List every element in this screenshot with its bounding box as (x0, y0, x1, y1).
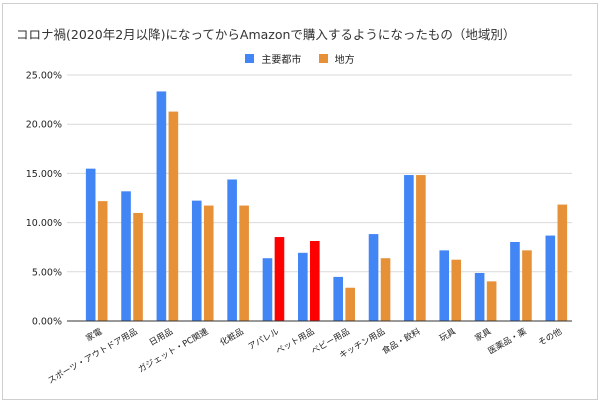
legend-item-major-cities: 主要都市 (245, 51, 301, 66)
bar-major-cities (545, 235, 556, 322)
bar-regional (310, 240, 320, 322)
y-tick-label: 5.00% (32, 267, 62, 278)
bar-major-cities (510, 241, 520, 322)
x-tick-label: 食品・飲料 (380, 326, 423, 357)
bar-regional (274, 237, 285, 322)
legend-item-regional: 地方 (318, 51, 355, 66)
legend-label: 主要都市 (261, 55, 302, 66)
x-tick-label: 日用品 (148, 327, 175, 348)
bar-regional (380, 258, 391, 322)
x-tick-label: 家電 (84, 326, 105, 344)
y-tick-label: 0.00% (32, 317, 62, 328)
x-tick-label: 家具 (473, 326, 494, 344)
x-tick-label: ペット用品 (275, 327, 317, 357)
bar-regional (345, 287, 355, 322)
x-tick-label: 医薬品・薬 (486, 326, 529, 357)
bar-major-cities (156, 91, 167, 322)
y-tick-label: 25.00% (26, 71, 62, 82)
bar-regional (239, 205, 249, 322)
bar-regional (97, 201, 108, 322)
x-tick-label: 玩具 (438, 327, 458, 344)
y-tick-label: 15.00% (26, 169, 62, 180)
y-tick-label: 10.00% (26, 218, 62, 229)
bar-major-cities (191, 200, 202, 322)
legend-swatch (245, 54, 255, 63)
bar-major-cities (439, 250, 450, 322)
legend-label: 地方 (334, 55, 355, 66)
bar-regional (203, 205, 214, 322)
bar-major-cities (333, 276, 343, 322)
bar-major-cities (121, 191, 131, 322)
bar-regional (133, 212, 143, 322)
bar-major-cities (262, 258, 273, 322)
bar-major-cities (368, 234, 379, 322)
bar-regional (486, 281, 497, 322)
x-tick-label: その他 (536, 326, 564, 349)
bar-regional (522, 250, 532, 322)
y-tick-label: 20.00% (26, 120, 62, 131)
bar-major-cities (227, 179, 237, 322)
bar-regional (451, 259, 462, 322)
legend-swatch (318, 54, 328, 63)
bar-regional (416, 175, 426, 322)
bar-regional (168, 111, 179, 322)
x-tick-label: 化粧品 (218, 326, 246, 348)
bar-major-cities (85, 168, 96, 322)
chart-title: コロナ禍(2020年2月以降)になってからAmazonで購入するようになったもの… (16, 27, 516, 42)
legend: 主要都市 地方 (0, 51, 600, 66)
bar-major-cities (298, 252, 308, 322)
bar-major-cities (474, 272, 485, 322)
bar-regional (557, 204, 568, 322)
bar-major-cities (404, 175, 414, 322)
